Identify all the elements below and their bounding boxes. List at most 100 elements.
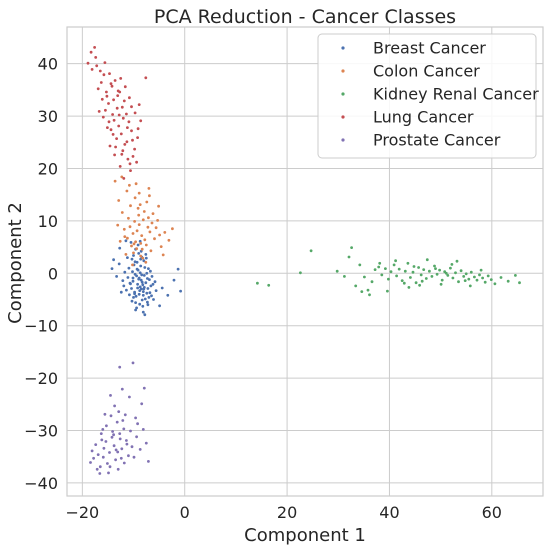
data-point (96, 468, 99, 471)
data-point (418, 284, 421, 287)
data-point (115, 275, 118, 278)
data-point (132, 277, 135, 280)
data-point (464, 279, 467, 282)
data-point (371, 280, 374, 283)
data-point (118, 263, 121, 266)
y-tick-label: 40 (38, 55, 58, 74)
data-point (106, 126, 109, 129)
data-point (150, 294, 153, 297)
data-point (93, 46, 96, 49)
data-point (395, 275, 398, 278)
data-point (112, 433, 115, 436)
data-point (354, 285, 357, 288)
data-point (267, 284, 270, 287)
data-point (470, 271, 473, 274)
data-point (94, 56, 97, 59)
data-point (413, 265, 416, 268)
legend-label: Kidney Renal Cancer (373, 85, 539, 104)
data-point (149, 291, 152, 294)
x-axis-label: Component 1 (244, 525, 366, 546)
data-point (101, 98, 104, 101)
data-point (119, 77, 122, 80)
data-point (141, 305, 144, 308)
data-point (116, 224, 119, 227)
legend: Breast Cancer Colon Cancer Kidney Renal Ca… (318, 34, 539, 158)
data-point (160, 245, 163, 248)
data-point (97, 453, 100, 456)
legend-marker (341, 92, 344, 95)
data-point (147, 460, 150, 463)
data-point (179, 290, 182, 293)
data-point (118, 114, 121, 117)
y-tick-label: −40 (24, 474, 58, 493)
data-point (114, 146, 117, 149)
data-point (144, 298, 147, 301)
data-point (145, 244, 148, 247)
data-point (157, 205, 160, 208)
data-point (106, 462, 109, 465)
data-point (138, 103, 141, 106)
data-point (158, 234, 161, 237)
data-point (436, 273, 439, 276)
data-point (91, 68, 94, 71)
data-point (87, 62, 90, 65)
x-tick-label: 60 (482, 503, 502, 522)
data-point (460, 269, 463, 272)
data-point (141, 248, 144, 251)
data-point (142, 428, 145, 431)
data-point (139, 242, 142, 245)
x-tick-label: −20 (65, 503, 99, 522)
data-point (481, 277, 484, 280)
data-point (130, 245, 133, 248)
data-point (177, 268, 180, 271)
data-point (107, 472, 110, 475)
data-point (147, 226, 150, 229)
data-point (387, 278, 390, 281)
data-point (149, 231, 152, 234)
data-point (129, 162, 132, 165)
data-point (138, 293, 141, 296)
data-point (350, 246, 353, 249)
data-point (421, 280, 424, 283)
data-point (310, 249, 313, 252)
data-point (132, 232, 135, 235)
data-point (465, 272, 468, 275)
data-point (146, 277, 149, 280)
data-point (113, 444, 116, 447)
data-point (123, 462, 126, 465)
data-point (136, 422, 139, 425)
data-point (112, 98, 115, 101)
y-tick-label: 20 (38, 159, 58, 178)
data-point (137, 214, 140, 217)
data-point (136, 283, 139, 286)
data-point (121, 419, 124, 422)
data-point (393, 264, 396, 267)
data-point (476, 279, 479, 282)
data-point (98, 472, 101, 475)
data-point (126, 256, 129, 259)
legend-label: Colon Cancer (373, 62, 480, 81)
data-point (348, 256, 351, 259)
data-point (125, 439, 128, 442)
data-point (129, 430, 132, 433)
data-point (102, 116, 105, 119)
data-point (110, 82, 113, 85)
data-point (124, 413, 127, 416)
data-point (131, 258, 134, 261)
data-point (367, 289, 370, 292)
data-point (121, 106, 124, 109)
data-point (103, 447, 106, 450)
data-point (121, 279, 124, 282)
data-point (145, 272, 148, 275)
data-point (412, 271, 415, 274)
data-point (129, 204, 132, 207)
data-point (111, 430, 114, 433)
data-point (117, 410, 120, 413)
data-point (114, 79, 117, 82)
data-point (155, 289, 158, 292)
data-point (145, 257, 148, 260)
data-point (480, 269, 483, 272)
data-point (378, 262, 381, 265)
